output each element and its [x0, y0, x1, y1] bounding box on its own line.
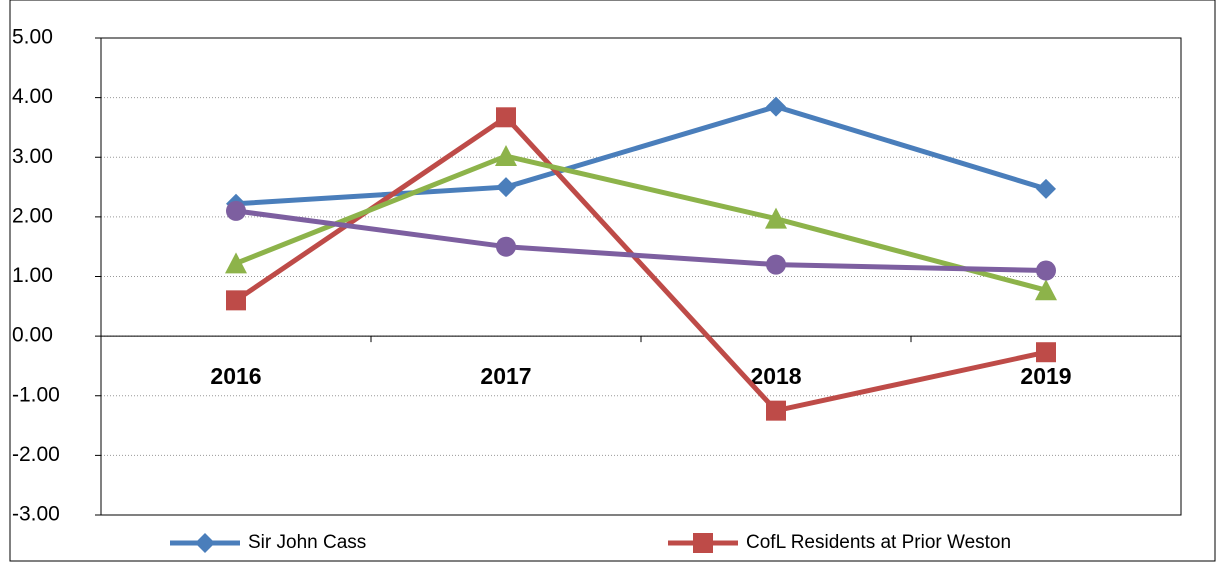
legend-marker [195, 533, 215, 553]
marker [1036, 342, 1056, 363]
marker [226, 200, 246, 221]
marker [766, 400, 786, 421]
legend-label: Sir John Cass [248, 532, 366, 553]
x-tick-label: 2017 [480, 363, 531, 389]
marker [1035, 279, 1057, 301]
marker [1036, 260, 1056, 281]
series-line [235, 208, 1047, 274]
plot-border [100, 37, 1182, 516]
marker [766, 254, 786, 275]
x-tick-label: 2016 [210, 363, 261, 389]
marker [495, 145, 517, 167]
series-line [235, 103, 1047, 207]
marker [496, 177, 516, 198]
marker [1036, 178, 1056, 199]
y-tick-label: 1.00 [12, 264, 53, 287]
y-tick-label: 4.00 [12, 85, 53, 108]
x-tick-label: 2019 [1020, 363, 1071, 389]
y-tick-label: -1.00 [12, 383, 60, 406]
series-line [234, 114, 1047, 414]
y-tick-label: 0.00 [12, 324, 53, 347]
series-line [235, 153, 1047, 293]
marker [496, 236, 516, 257]
legend-label: CofL Residents at Prior Weston [746, 532, 1011, 553]
marker [496, 107, 516, 128]
legend-marker [693, 533, 713, 553]
marker [766, 96, 786, 117]
y-tick-label: -2.00 [12, 443, 60, 466]
marker [225, 252, 247, 274]
y-tick-label: 5.00 [12, 26, 53, 49]
marker [226, 290, 246, 311]
y-tick-label: 2.00 [12, 204, 53, 227]
chart-frame [9, 0, 1216, 562]
y-tick-label: 3.00 [12, 145, 53, 168]
marker [765, 207, 787, 229]
y-tick-label: -3.00 [12, 503, 60, 526]
x-tick-label: 2018 [750, 363, 801, 389]
